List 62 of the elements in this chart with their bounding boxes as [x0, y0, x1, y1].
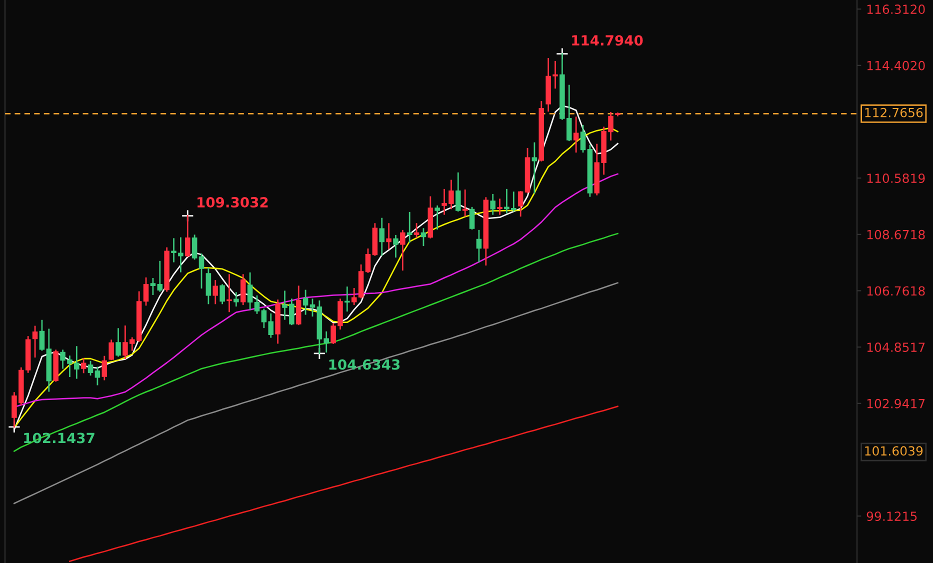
- y-tick-label: 114.4020: [867, 60, 925, 70]
- candlestick: [296, 286, 302, 326]
- candlestick: [178, 237, 184, 272]
- candlestick: [198, 254, 204, 289]
- candlestick: [386, 223, 392, 250]
- candlestick: [116, 328, 121, 357]
- line-series: [14, 282, 618, 504]
- text: 101.6039: [865, 446, 923, 456]
- candlestick: [497, 198, 502, 215]
- candlestick: [226, 274, 232, 312]
- y-tick-label: 102.9417: [867, 398, 925, 408]
- candlestick: [302, 290, 308, 315]
- candlestick: [393, 234, 398, 258]
- candlestick: [379, 218, 384, 256]
- line-series: [14, 232, 618, 452]
- candlestick: [220, 284, 225, 304]
- candlestick: [192, 234, 198, 260]
- candlestick: [94, 366, 100, 386]
- candlestick: [573, 116, 579, 153]
- candlestick: [206, 268, 212, 304]
- candlestick: [32, 326, 38, 358]
- ref-line-label: 112.7656: [865, 108, 923, 118]
- candlestick: [254, 295, 260, 314]
- candlestick: [80, 358, 86, 374]
- annotation: 114.7940: [572, 35, 643, 46]
- candlestick: [532, 142, 538, 194]
- candlestick: [212, 280, 218, 304]
- candlestick: [615, 112, 620, 116]
- candlestick: [240, 274, 246, 306]
- candlestick: [351, 288, 357, 306]
- candlestick: [490, 194, 496, 215]
- candlestick: [171, 238, 176, 262]
- candlestick: [414, 223, 420, 238]
- candlestick: [365, 248, 371, 273]
- y-tick-label: 116.3120: [867, 4, 925, 14]
- y-tick-label: 104.8517: [867, 342, 925, 352]
- candlestick: [310, 298, 316, 317]
- candlestick: [102, 356, 108, 380]
- y-tick-label: 99.1215: [866, 512, 917, 521]
- candlestick: [456, 172, 461, 212]
- y-tick-label: 108.6718: [867, 230, 925, 240]
- candlestick: [469, 206, 475, 230]
- candlestick: [462, 190, 468, 217]
- candlestick: [157, 260, 163, 292]
- candlestick: [108, 340, 114, 360]
- annotation: 109.3032: [198, 197, 268, 208]
- candlestick: [580, 124, 586, 153]
- candlestick: [143, 277, 149, 306]
- candlestick: [39, 320, 45, 351]
- candlestick: [400, 230, 406, 271]
- candlestick: [344, 286, 350, 312]
- candlestick: [476, 230, 482, 262]
- candlestick: [88, 360, 94, 376]
- y-tick-label: 110.5819: [867, 174, 925, 183]
- candlestick: [406, 212, 412, 243]
- candlestick: [150, 278, 156, 296]
- candlestick: [234, 292, 239, 307]
- candlestick: [420, 228, 426, 246]
- candlestick: [434, 205, 440, 230]
- candlestick: [518, 191, 524, 217]
- y-tick-label: 106.7618: [867, 286, 925, 296]
- candlestick: [247, 272, 253, 310]
